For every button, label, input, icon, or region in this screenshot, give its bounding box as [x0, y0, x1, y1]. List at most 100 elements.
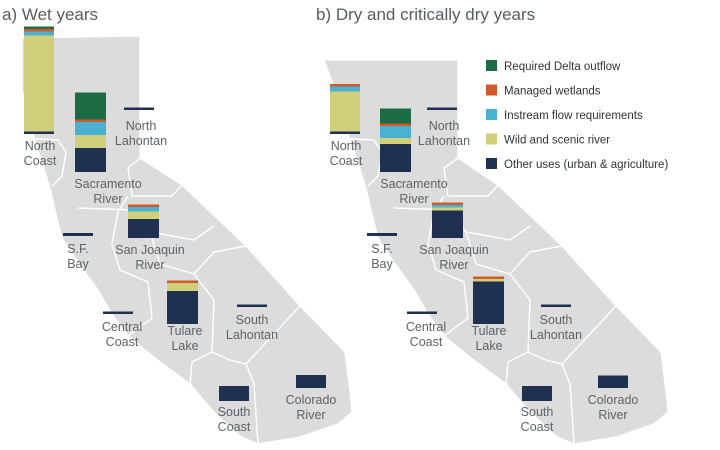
region-label-line: South: [218, 405, 251, 419]
region-label-line: San Joaquin: [419, 243, 489, 257]
region-label-north_coast: North Coast: [330, 139, 363, 168]
bar-segment-san_joaquin-wild: [432, 207, 463, 211]
region-label-line: North: [429, 119, 460, 133]
legend-swatch-other: [486, 158, 497, 169]
region-label-line: River: [598, 408, 627, 422]
bar-segment-sacramento-wetlands: [75, 119, 106, 122]
bar-segment-sacramento-other: [380, 144, 411, 172]
bar-segment-north_coast-wetlands: [24, 29, 54, 32]
region-label-line: Lake: [475, 339, 502, 353]
bar-segment-sacramento-other: [75, 148, 106, 172]
region-label-line: Lahontan: [418, 134, 470, 148]
region-label-line: Coast: [521, 420, 554, 434]
legend-label-wetlands: Managed wetlands: [504, 86, 601, 98]
bars-dry: [330, 84, 628, 401]
region-label-south_coast: South Coast: [521, 405, 554, 434]
region-label-line: Bay: [371, 257, 393, 271]
legend-swatch-wild: [486, 133, 497, 145]
region-label-colorado: Colorado River: [286, 393, 337, 422]
region-label-line: North: [331, 139, 362, 153]
region-label-line: Central: [102, 320, 142, 334]
region-label-central_coast: Central Coast: [406, 320, 446, 349]
bar-segment-san_joaquin-other: [128, 219, 159, 238]
region-label-line: Coast: [218, 420, 251, 434]
region-label-sacramento: Sacramento River: [380, 177, 447, 206]
region-label-line: Lahontan: [226, 328, 278, 342]
legend-label-delta: Required Delta outflow: [504, 61, 621, 73]
region-label-line: Bay: [67, 257, 89, 271]
bar-segment-san_joaquin-wetlands: [128, 204, 159, 207]
region-label-line: Colorado: [588, 393, 639, 407]
region-label-sacramento: Sacramento River: [74, 177, 141, 206]
region-label-line: River: [439, 258, 468, 272]
region-label-line: Lahontan: [115, 134, 167, 148]
bar-segment-south_lahontan-other: [541, 304, 571, 307]
bar-segment-san_joaquin-wetlands: [432, 202, 463, 205]
bar-segment-central_coast-other: [103, 311, 133, 314]
legend-label-other: Other uses (urban & agriculture): [504, 159, 668, 171]
region-label-san_joaquin: San Joaquin River: [115, 243, 185, 272]
region-label-line: Colorado: [286, 393, 337, 407]
bar-segment-south_coast-other: [219, 386, 249, 401]
legend: Required Delta outflow Managed wetlands In…: [486, 60, 668, 171]
region-label-north_coast: North Coast: [24, 139, 57, 168]
bar-segment-sacramento-wetlands: [380, 123, 411, 126]
bar-segment-north_coast-other: [24, 131, 54, 134]
bar-segment-central_coast-other: [407, 311, 437, 314]
region-label-line: Coast: [24, 154, 57, 168]
region-label-line: Sacramento: [74, 177, 141, 191]
region-label-line: Coast: [106, 335, 139, 349]
bar-segment-san_joaquin-instream: [432, 205, 463, 208]
bar-segment-south_coast-other: [522, 386, 552, 401]
region-label-central_coast: Central Coast: [102, 320, 142, 349]
bar-segment-sacramento-delta: [380, 108, 411, 124]
bar-segment-tulare-other: [167, 291, 198, 324]
region-label-south_lahontan: South Lahontan: [226, 313, 278, 342]
region-label-sf_bay: S.F. Bay: [371, 242, 393, 271]
bar-segment-north_coast-wetlands: [330, 84, 360, 87]
bar-segment-north_coast-wild: [330, 91, 360, 132]
bar-segment-sf_bay-other: [367, 233, 397, 236]
region-label-line: South: [540, 313, 573, 327]
bar-segment-sf_bay-other: [63, 233, 93, 236]
bar-segment-sacramento-instream: [380, 126, 411, 138]
region-label-line: River: [399, 192, 428, 206]
region-label-line: Coast: [410, 335, 443, 349]
bar-segment-san_joaquin-other: [432, 210, 463, 238]
legend-swatch-delta: [486, 60, 497, 71]
bar-segment-sacramento-wild: [380, 138, 411, 144]
region-label-south_lahontan: South Lahontan: [530, 313, 582, 342]
bar-segment-tulare-other: [473, 281, 504, 324]
region-label-line: S.F.: [371, 242, 393, 256]
region-label-line: River: [93, 192, 122, 206]
bar-segment-north_coast-instream: [330, 86, 360, 92]
bar-segment-san_joaquin-instream: [128, 207, 159, 212]
region-label-line: South: [521, 405, 554, 419]
region-label-line: San Joaquin: [115, 243, 185, 257]
bar-segment-south_lahontan-other: [237, 304, 267, 307]
bar-segment-tulare-wetlands: [473, 276, 504, 279]
panel-dry-years: b) Dry and critically dry years North Coa…: [316, 5, 669, 445]
region-label-line: River: [135, 258, 164, 272]
region-label-colorado: Colorado River: [588, 393, 639, 422]
region-label-tulare: Tulare Lake: [472, 324, 507, 353]
bars-wet: [24, 26, 326, 401]
panel-title-wet: a) Wet years: [2, 5, 98, 24]
region-label-line: Tulare: [472, 324, 507, 338]
region-label-north_lahontan: North Lahontan: [115, 119, 167, 148]
bar-segment-sacramento-instream: [75, 122, 106, 135]
region-label-line: Lake: [171, 339, 198, 353]
bar-segment-north_coast-instream: [24, 31, 54, 36]
bar-segment-tulare-wild: [473, 279, 504, 282]
legend-swatch-wetlands: [486, 84, 497, 96]
bar-segment-sacramento-delta: [75, 92, 106, 120]
region-label-line: Lahontan: [530, 328, 582, 342]
bar-segment-tulare-wetlands: [167, 280, 198, 283]
region-label-line: North: [126, 119, 157, 133]
region-label-line: Sacramento: [380, 177, 447, 191]
bar-segment-san_joaquin-wild: [128, 211, 159, 219]
bar-segment-north_coast-delta: [24, 26, 54, 29]
bar-segment-north_coast-other: [330, 131, 360, 134]
